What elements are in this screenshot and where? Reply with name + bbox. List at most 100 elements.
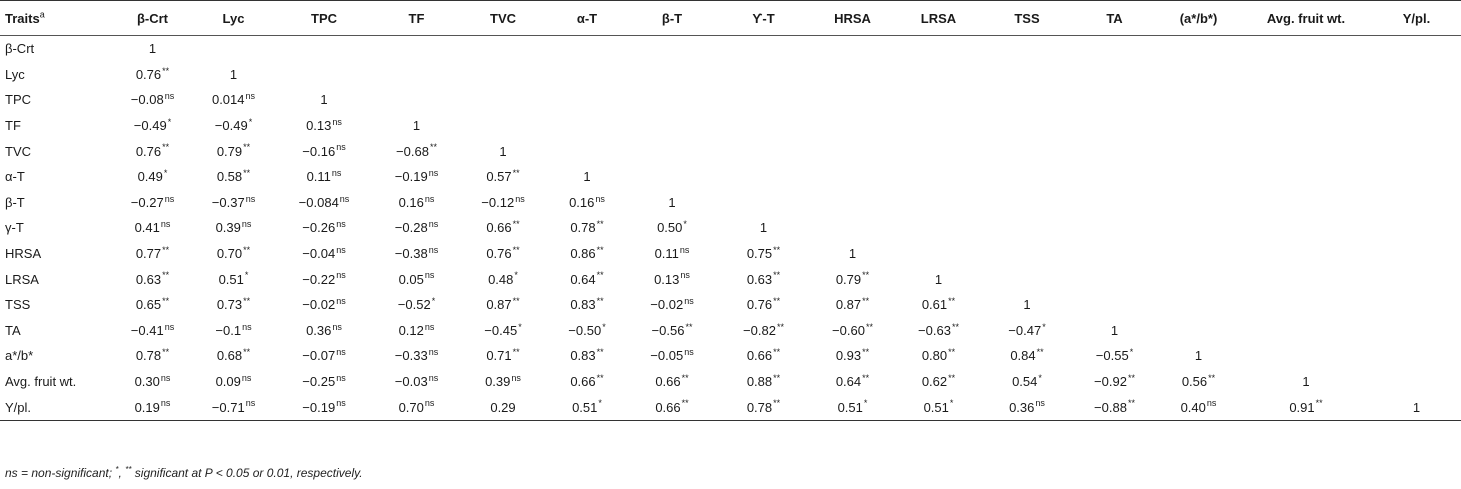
table-cell: −0.25ns (274, 369, 374, 395)
significance-mark: ** (162, 244, 170, 255)
table-cell (982, 266, 1072, 292)
table-cell (895, 87, 982, 113)
table-cell: −0.68** (374, 138, 459, 164)
table-row: β-T −0.27ns −0.37ns −0.084ns 0.16ns −0.12ns 0.… (0, 190, 1461, 216)
significance-mark: ** (162, 347, 170, 358)
correlation-value: 0.40 (1180, 399, 1206, 415)
table-row: β-Crt 1 (0, 36, 1461, 62)
significance-mark: ** (243, 347, 251, 358)
table-cell: 0.09ns (193, 369, 274, 395)
significance-mark: ** (773, 270, 781, 281)
table-cell: 0.63** (717, 266, 810, 292)
significance-mark: ns (160, 372, 171, 383)
table-cell: 0.19 ns (112, 394, 193, 421)
table-cell (459, 36, 547, 62)
significance-mark: ns (424, 270, 435, 281)
table-cell: 1 (112, 36, 193, 62)
table-cell: 0.65** (112, 292, 193, 318)
correlation-value: 1 (1412, 399, 1421, 415)
table-cell: 1 (810, 241, 895, 267)
significance-mark: ns (242, 321, 252, 332)
significance-mark: ns (424, 398, 435, 409)
table-cell (895, 241, 982, 267)
correlation-value: 0.62 (921, 374, 948, 390)
significance-mark: ** (243, 142, 251, 153)
significance-mark: ** (681, 398, 689, 409)
table-cell (717, 164, 810, 190)
correlation-value: 0.66 (746, 348, 773, 364)
correlation-value: 0.41 (134, 220, 160, 236)
table-cell: 1 (627, 190, 717, 216)
significance-mark: ns (164, 321, 175, 332)
row-label: TF (5, 118, 21, 134)
correlation-value: 0.48 (488, 271, 514, 287)
table-cell (1372, 318, 1461, 344)
correlation-value: −0.08 (130, 92, 164, 108)
table-cell: 1 (1157, 343, 1240, 369)
significance-mark: ** (512, 347, 520, 358)
table-cell: 0.87** (459, 292, 547, 318)
table-cell (982, 138, 1072, 164)
table-cell (627, 62, 717, 88)
table-cell: 1 (1240, 369, 1372, 395)
significance-mark: * (602, 321, 606, 332)
table-cell (459, 113, 547, 139)
table-cell (1072, 292, 1157, 318)
column-header: β-Crt (112, 0, 193, 36)
correlation-value: −0.68 (396, 143, 429, 159)
table-row: HRSA 0.77** 0.70** −0.04ns −0.38ns 0.76** 0.86… (0, 241, 1461, 267)
table-cell (1072, 36, 1157, 62)
table-cell: 0.51* (895, 394, 982, 421)
table-cell: 0.78** (717, 394, 810, 421)
table-cell (982, 87, 1072, 113)
table-cell: 0.11ns (627, 241, 717, 267)
correlation-value: 0.93 (835, 348, 862, 364)
significance-mark: ns (336, 372, 346, 383)
table-cell (982, 215, 1072, 241)
significance-mark: ** (951, 321, 959, 332)
correlation-value: −0.60 (832, 322, 865, 338)
correlation-value: 0.77 (135, 246, 162, 262)
table-cell (1240, 190, 1372, 216)
correlation-value: −0.07 (302, 348, 336, 364)
footnote-ns-text: ns = non-significant; (5, 466, 116, 480)
table-cell (1372, 138, 1461, 164)
significance-mark: ** (1127, 398, 1135, 409)
row-label: Avg. fruit wt. (5, 374, 77, 390)
table-header-row: Traitsa β-Crt Lyc TPC TF TVC α-T β-T ϒ-T HRSA LRS… (0, 0, 1461, 36)
correlation-value: 0.71 (486, 348, 512, 364)
correlation-value: 0.88 (746, 374, 773, 390)
table-cell: −0.08ns (112, 87, 193, 113)
table-cell: 1 (274, 87, 374, 113)
significance-mark: ** (773, 244, 781, 255)
correlation-value: 0.76 (135, 66, 162, 82)
traits-header-label: Traits (5, 10, 40, 26)
table-cell (1157, 215, 1240, 241)
correlation-value: 0.51 (837, 399, 863, 415)
table-cell: 0.11ns (274, 164, 374, 190)
significance-mark: ** (243, 295, 251, 306)
correlation-value: 0.78 (746, 399, 773, 415)
table-cell (810, 87, 895, 113)
table-cell: 0.51* (193, 266, 274, 292)
correlation-value: −0.49 (214, 118, 248, 134)
significance-mark: ns (245, 398, 256, 409)
table-cell: −0.04ns (274, 241, 374, 267)
table-cell (459, 62, 547, 88)
correlation-value: 1 (1023, 297, 1031, 313)
correlation-value: 0.79 (216, 143, 243, 159)
row-label: TVC (5, 143, 31, 159)
table-cell: −0.49* (112, 113, 193, 139)
table-row: Avg. fruit wt. 0.30ns 0.09ns −0.25ns −0.03ns… (0, 369, 1461, 395)
significance-mark: ** (512, 167, 520, 178)
table-cell: −0.22ns (274, 266, 374, 292)
table-cell: 1 (374, 113, 459, 139)
significance-mark: ** (429, 142, 437, 153)
table-cell (810, 190, 895, 216)
significance-mark: ** (1127, 372, 1135, 383)
significance-mark: ** (773, 372, 781, 383)
table-cell (895, 164, 982, 190)
correlation-value: −0.55 (1095, 348, 1129, 364)
table-cell (547, 113, 627, 139)
table-cell (1157, 190, 1240, 216)
